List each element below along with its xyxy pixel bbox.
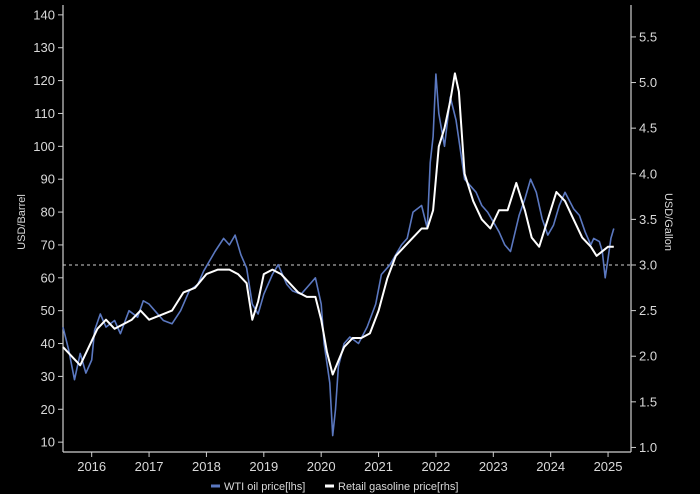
left-tick-label: 50 bbox=[41, 303, 55, 318]
x-tick-label: 2025 bbox=[594, 459, 623, 474]
right-tick-label: 1.0 bbox=[639, 440, 657, 455]
x-tick-label: 2018 bbox=[192, 459, 221, 474]
left-tick-label: 20 bbox=[41, 402, 55, 417]
left-tick-label: 90 bbox=[41, 172, 55, 187]
right-tick-label: 2.5 bbox=[639, 303, 657, 318]
left-tick-label: 30 bbox=[41, 369, 55, 384]
right-tick-label: 4.0 bbox=[639, 166, 657, 181]
left-tick-label: 100 bbox=[33, 139, 55, 154]
x-tick-label: 2023 bbox=[479, 459, 508, 474]
right-axis-ticks: 1.0 1.5 2.0 2.5 3.0 3.5 4.0 4.5 5.0 5.5 bbox=[631, 29, 657, 455]
legend-label-gasoline: Retail gasoline price[rhs] bbox=[338, 481, 458, 493]
left-tick-label: 40 bbox=[41, 336, 55, 351]
legend: WTI oil price[lhs] Retail gasoline price… bbox=[211, 481, 458, 493]
right-axis-title: USD/Gallon bbox=[662, 193, 674, 251]
x-tick-label: 2017 bbox=[135, 459, 164, 474]
x-tick-label: 2021 bbox=[364, 459, 393, 474]
right-tick-label: 1.5 bbox=[639, 394, 657, 409]
right-tick-label: 5.5 bbox=[639, 29, 657, 44]
left-axis-ticks: 10 20 30 40 50 60 70 80 90 100 110 120 130 140 bbox=[33, 7, 63, 450]
x-tick-label: 2016 bbox=[77, 459, 106, 474]
x-tick-label: 2019 bbox=[249, 459, 278, 474]
left-tick-label: 80 bbox=[41, 205, 55, 220]
right-tick-label: 3.0 bbox=[639, 257, 657, 272]
right-tick-label: 3.5 bbox=[639, 212, 657, 227]
left-axis-title: USD/Barrel bbox=[16, 194, 28, 250]
left-tick-label: 140 bbox=[33, 7, 55, 22]
x-tick-label: 2020 bbox=[307, 459, 336, 474]
legend-label-wti: WTI oil price[lhs] bbox=[224, 481, 305, 493]
left-tick-label: 60 bbox=[41, 270, 55, 285]
left-tick-label: 120 bbox=[33, 73, 55, 88]
left-tick-label: 10 bbox=[41, 435, 55, 450]
left-tick-label: 130 bbox=[33, 40, 55, 55]
right-tick-label: 5.0 bbox=[639, 75, 657, 90]
right-tick-label: 2.0 bbox=[639, 349, 657, 364]
left-tick-label: 70 bbox=[41, 237, 55, 252]
x-axis-ticks: 2016 2017 2018 2019 2020 2021 2022 2023 2024 2025 bbox=[77, 452, 623, 474]
left-tick-label: 110 bbox=[34, 106, 55, 121]
x-tick-label: 2024 bbox=[536, 459, 565, 474]
x-tick-label: 2022 bbox=[421, 459, 450, 474]
series-line-retail-gasoline-price bbox=[62, 72, 614, 376]
right-tick-label: 4.5 bbox=[639, 121, 657, 136]
